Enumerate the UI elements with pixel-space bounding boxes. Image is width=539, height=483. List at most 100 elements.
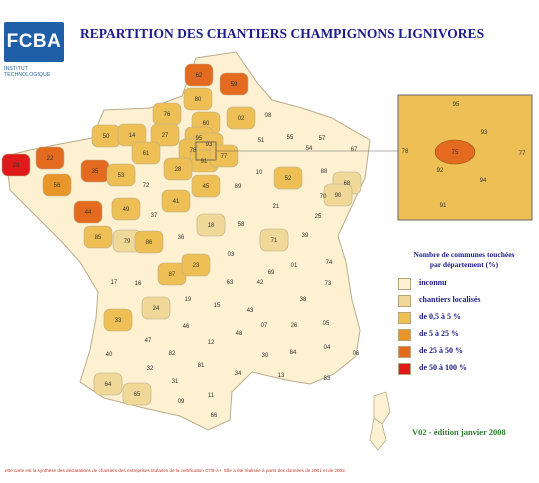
- department-label-18: 18: [208, 223, 215, 229]
- legend-item: inconnu: [394, 276, 534, 293]
- department-label-90: 90: [335, 193, 342, 199]
- department-label-19: 19: [185, 297, 192, 303]
- department-label-33: 33: [115, 318, 122, 324]
- inset-label-92: 92: [437, 168, 444, 174]
- corsica-2b: [373, 391, 391, 425]
- department-label-22: 22: [47, 156, 54, 162]
- department-label-45: 45: [203, 184, 210, 190]
- department-label-44: 44: [85, 210, 92, 216]
- department-label-21: 21: [273, 204, 280, 210]
- department-label-48: 48: [236, 331, 243, 337]
- department-label-04: 04: [324, 345, 331, 351]
- department-label-25: 25: [315, 214, 322, 220]
- department-label-69: 69: [268, 270, 275, 276]
- department-region-80: [183, 87, 213, 111]
- corsica-2a: [369, 417, 387, 451]
- department-label-28: 28: [175, 167, 182, 173]
- fcba-logo: FCBA INSTITUT TECHNOLOGIQUE: [4, 22, 66, 78]
- department-region-52: [273, 166, 303, 190]
- department-label-63: 63: [227, 280, 234, 286]
- department-label-50: 50: [103, 134, 110, 140]
- department-label-54: 54: [306, 146, 313, 152]
- department-label-15: 15: [214, 303, 221, 309]
- department-region-85: [83, 225, 113, 249]
- legend-label: de 0,5 à 5 %: [419, 312, 461, 321]
- department-label-43: 43: [247, 308, 254, 314]
- department-label-23: 23: [193, 263, 200, 269]
- legend-swatch: [398, 278, 411, 290]
- department-region-18: [196, 213, 226, 237]
- department-label-26: 26: [291, 323, 298, 329]
- department-label-60: 60: [203, 121, 210, 127]
- department-label-67: 67: [351, 147, 358, 153]
- department-label-12: 12: [208, 340, 215, 346]
- inset-label-75: 75: [452, 150, 459, 156]
- department-label-09: 09: [178, 399, 185, 405]
- inset-label-93: 93: [481, 130, 488, 136]
- legend-item: de 25 à 50 %: [394, 344, 534, 361]
- legend-title: Nombre de communes touchées par départem…: [394, 250, 534, 270]
- department-label-24: 24: [153, 306, 160, 312]
- department-label-40: 40: [106, 352, 113, 358]
- legend-swatch: [398, 346, 411, 358]
- department-label-66: 66: [211, 413, 218, 419]
- inset-label-95: 95: [453, 102, 460, 108]
- department-label-05: 05: [323, 321, 330, 327]
- department-label-80: 80: [195, 97, 202, 103]
- department-region-77: [209, 144, 239, 168]
- map-title: REPARTITION DES CHANTIERS CHAMPIGNONS LI…: [80, 26, 485, 41]
- department-label-02: 02: [238, 116, 245, 122]
- department-label-30: 30: [262, 353, 269, 359]
- department-label-01: 01: [291, 263, 298, 269]
- department-region-49: [111, 197, 141, 221]
- department-label-93: 93: [206, 142, 213, 148]
- legend: Nombre de communes touchées par départem…: [394, 250, 534, 378]
- logo-subtitle: INSTITUT TECHNOLOGIQUE: [4, 66, 51, 78]
- department-label-79: 79: [124, 239, 131, 245]
- department-label-82: 82: [169, 351, 176, 357]
- department-label-37: 37: [151, 213, 158, 219]
- department-label-51: 51: [258, 138, 265, 144]
- department-region-22: [35, 146, 65, 170]
- department-label-08: 08: [265, 113, 272, 119]
- legend-item: de 50 à 100 %: [394, 361, 534, 378]
- department-label-16: 16: [135, 281, 142, 287]
- department-label-65: 65: [134, 392, 141, 398]
- department-label-31: 31: [172, 379, 179, 385]
- legend-title-line1: Nombre de communes touchées: [413, 250, 515, 259]
- department-label-71: 71: [271, 238, 278, 244]
- department-label-73: 73: [325, 281, 332, 287]
- department-region-45: [191, 174, 221, 198]
- department-label-27: 27: [162, 133, 169, 139]
- department-region-44: [73, 200, 103, 224]
- department-label-62: 62: [196, 73, 203, 79]
- department-label-59: 59: [231, 82, 238, 88]
- logo-text: FCBA: [6, 31, 62, 52]
- department-label-13: 13: [278, 373, 285, 379]
- department-label-17: 17: [111, 280, 118, 286]
- department-region-23: [181, 253, 211, 277]
- department-region-86: [134, 230, 164, 254]
- department-label-87: 87: [169, 272, 176, 278]
- edition-label: V02 - édition janvier 2008: [412, 427, 506, 437]
- department-label-77: 77: [221, 154, 228, 160]
- department-label-53: 53: [118, 173, 125, 179]
- legend-label: de 50 à 100 %: [419, 363, 467, 372]
- department-region-56: [42, 173, 72, 197]
- department-label-89: 89: [235, 184, 242, 190]
- department-region-14: [117, 123, 147, 147]
- department-region-33: [103, 308, 133, 332]
- department-region-90: [323, 183, 353, 207]
- department-label-83: 83: [324, 376, 331, 382]
- department-label-03: 03: [228, 252, 235, 258]
- department-label-46: 46: [183, 324, 190, 330]
- department-label-78: 78: [190, 148, 197, 154]
- department-label-35: 35: [92, 169, 99, 175]
- footnote: ette carte est la synthèse des déclarati…: [5, 468, 347, 473]
- department-label-56: 56: [54, 183, 61, 189]
- legend-swatch: [398, 295, 411, 307]
- department-label-36: 36: [178, 235, 185, 241]
- department-label-42: 42: [257, 280, 264, 286]
- inset-label-91: 91: [440, 203, 447, 209]
- legend-label: chantiers localisés: [419, 295, 481, 304]
